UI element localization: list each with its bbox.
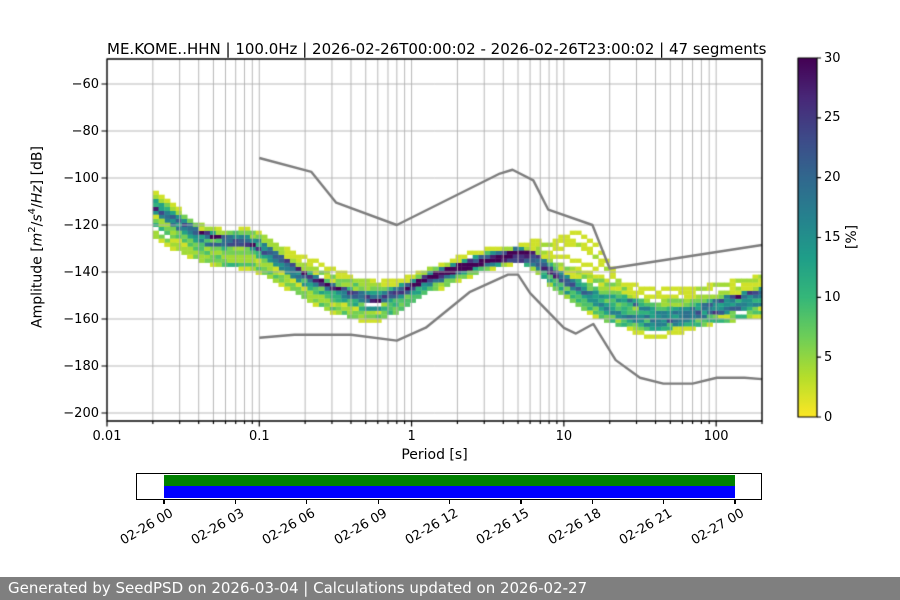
timeline-tick	[734, 499, 736, 504]
x-tick-label: 10	[555, 429, 573, 444]
timeline-tick	[448, 499, 451, 504]
colorbar-tick-label: 10	[824, 289, 841, 305]
footer-bar: Generated by SeedPSD on 2026-03-04 | Cal…	[0, 577, 900, 600]
x-tick-label: 0.01	[92, 429, 122, 444]
timeline-tick	[163, 499, 165, 504]
y-tick-label: −180	[63, 358, 99, 374]
y-tick-label: −120	[63, 217, 99, 233]
timeline-tick	[663, 499, 665, 504]
timeline-tick	[377, 499, 379, 504]
timeline-bar-green	[163, 475, 735, 486]
y-tick-label: −60	[71, 76, 99, 92]
colorbar-tick-label: 0	[824, 409, 833, 425]
x-tick-label: 100	[703, 429, 729, 444]
y-tick-label: −80	[71, 123, 99, 139]
plot-title: ME.KOME..HHN | 100.0Hz | 2026-02-26T00:0…	[107, 40, 767, 58]
colorbar-label: [%]	[844, 224, 860, 250]
footer-text: Generated by SeedPSD on 2026-03-04 | Cal…	[8, 579, 588, 597]
y-axis-label-m: m	[29, 232, 46, 247]
colorbar-tick-label: 15	[824, 230, 841, 245]
y-axis-label-hz: Hz	[29, 185, 46, 204]
colorbar-tick-label: 25	[824, 110, 841, 126]
y-tick-label: −160	[63, 311, 99, 327]
y-tick-label: −140	[63, 264, 99, 280]
x-tick-label: 1	[407, 429, 416, 444]
timeline-tick	[591, 499, 593, 504]
colorbar-tick-label: 5	[824, 349, 833, 365]
y-tick-label: −100	[63, 170, 99, 186]
y-tick-label: −200	[63, 405, 99, 421]
timeline-box	[136, 473, 762, 500]
y-axis-label-m-exp: 2	[27, 226, 38, 233]
timeline-bar-blue	[163, 486, 735, 498]
colorbar-tick-label: 20	[824, 170, 841, 186]
colorbar-tick-label: 30	[824, 50, 841, 66]
timeline-tick	[520, 499, 522, 504]
y-axis-label-s-exp: 4	[27, 207, 38, 215]
timeline-tick	[234, 499, 237, 504]
x-axis-label: Period [s]	[401, 447, 468, 463]
x-tick-label: 0.1	[248, 429, 270, 444]
timeline-tick	[306, 499, 308, 504]
